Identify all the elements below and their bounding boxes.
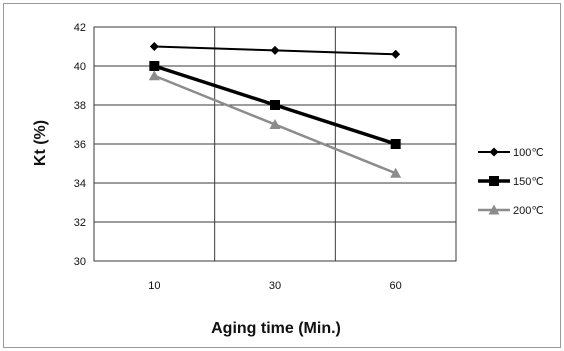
data-point-triangle bbox=[390, 167, 402, 178]
y-tick-label: 38 bbox=[74, 100, 86, 112]
legend: 100℃ 150℃ 200℃ bbox=[478, 147, 544, 217]
data-point-triangle bbox=[269, 119, 281, 129]
legend-marker-square bbox=[489, 176, 499, 186]
data-point-diamond bbox=[149, 42, 159, 51]
data-point-square bbox=[270, 100, 280, 110]
y-tick-label: 40 bbox=[74, 61, 86, 73]
x-tick-label: 10 bbox=[148, 280, 160, 292]
legend-marker-diamond bbox=[489, 147, 499, 157]
y-tick-label: 42 bbox=[74, 22, 86, 34]
chart-frame bbox=[3, 3, 561, 348]
y-axis-label: Kt (%) bbox=[32, 120, 49, 166]
data-point-diamond bbox=[391, 49, 401, 59]
x-tick-label: 60 bbox=[390, 280, 402, 292]
legend-marker-triangle bbox=[488, 204, 500, 215]
data-point-triangle bbox=[148, 70, 160, 81]
data-point-diamond bbox=[270, 45, 280, 55]
x-tick-label: 30 bbox=[269, 280, 281, 292]
y-tick-label: 32 bbox=[74, 217, 86, 229]
y-tick-label: 30 bbox=[74, 256, 86, 268]
legend-label: 150℃ bbox=[513, 176, 544, 188]
legend-label: 100℃ bbox=[513, 147, 544, 159]
data-point-square bbox=[390, 139, 401, 149]
grid-layer bbox=[93, 26, 457, 262]
x-axis-label: Aging time (Min.) bbox=[211, 320, 341, 337]
legend-label: 200℃ bbox=[513, 205, 544, 217]
y-tick-label: 36 bbox=[74, 139, 86, 151]
axis-layer: 30 32 34 36 38 40 42 10 30 60 bbox=[74, 22, 402, 292]
y-tick-label: 34 bbox=[74, 178, 86, 190]
series-layer bbox=[148, 42, 402, 178]
data-point-square bbox=[149, 61, 160, 71]
plot-area-border bbox=[93, 26, 457, 262]
